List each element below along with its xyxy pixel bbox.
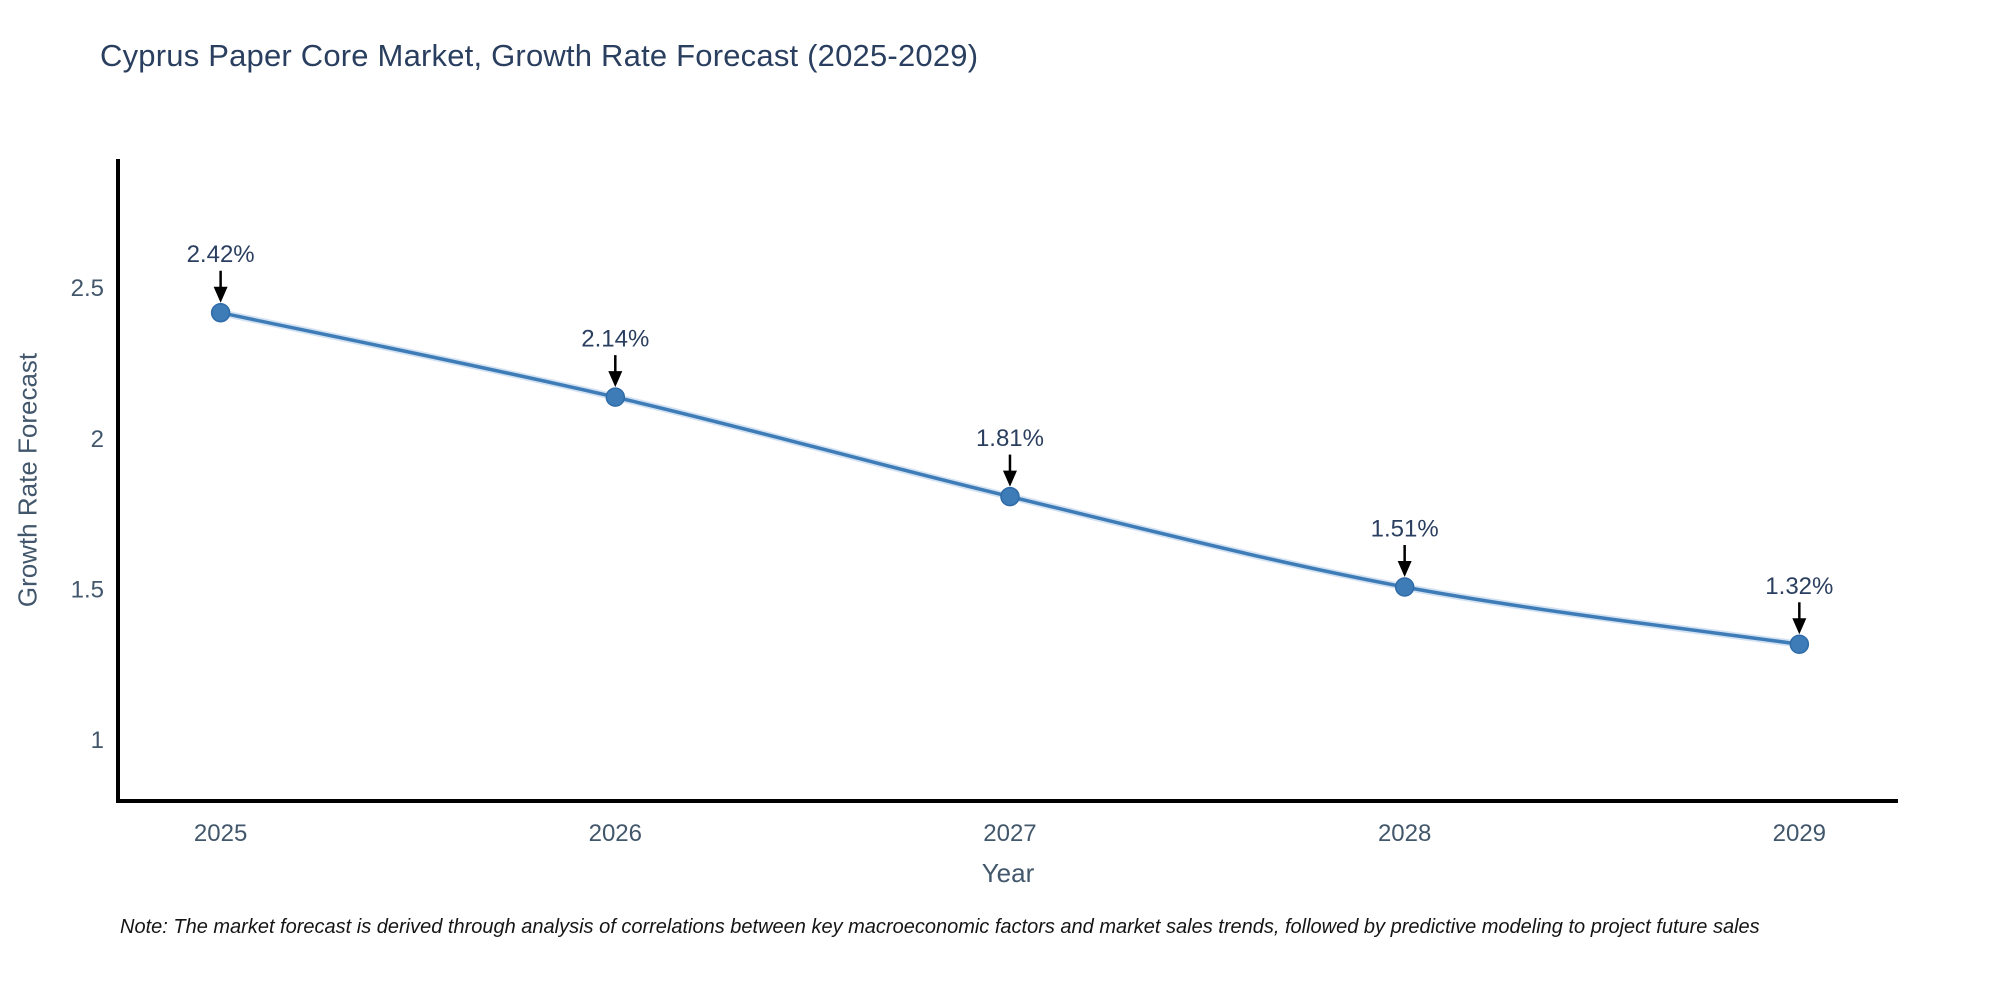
- x-tick-label: 2027: [983, 820, 1036, 847]
- annotation-arrow-head: [1002, 470, 1017, 487]
- x-axis-title: Year: [981, 858, 1035, 888]
- axes-layer: 1 1.5 2 2.5 2025 2026 2027 2028 2029: [71, 159, 1898, 847]
- point-label: 1.51%: [1371, 516, 1439, 543]
- y-axis-title: Growth Rate Forecast: [12, 352, 43, 608]
- y-tick-label: 1: [91, 727, 104, 754]
- y-tick-label: 1.5: [71, 577, 104, 604]
- y-tick-label: 2.5: [71, 275, 104, 302]
- annotation-arrow-head: [1397, 561, 1412, 577]
- data-point-marker: [210, 302, 231, 323]
- point-label: 1.81%: [976, 425, 1044, 452]
- point-label: 1.32%: [1765, 573, 1833, 600]
- point-label: 2.14%: [581, 326, 649, 353]
- series-layer: [210, 302, 1810, 655]
- point-label: 2.42%: [187, 241, 255, 268]
- x-tick-label: 2025: [194, 820, 247, 847]
- data-point-marker: [605, 387, 626, 407]
- footnote: Note: The market forecast is derived thr…: [120, 916, 1760, 938]
- data-point-marker: [1789, 634, 1810, 655]
- annotation-layer: 2.42% 2.14% 1.81% 1.51% 1.32%: [187, 241, 1833, 635]
- chart-title: Cyprus Paper Core Market, Growth Rate Fo…: [100, 38, 979, 73]
- x-tick-label: 2029: [1773, 820, 1826, 847]
- data-point-marker: [1394, 577, 1415, 597]
- y-tick-label: 2: [91, 426, 104, 453]
- x-tick-label: 2028: [1378, 820, 1431, 847]
- data-point-marker: [1000, 486, 1020, 507]
- annotation-arrow-head: [608, 371, 623, 388]
- annotation-arrow-head: [213, 286, 228, 303]
- annotation-arrow-head: [1792, 618, 1807, 635]
- x-tick-label: 2026: [589, 820, 642, 847]
